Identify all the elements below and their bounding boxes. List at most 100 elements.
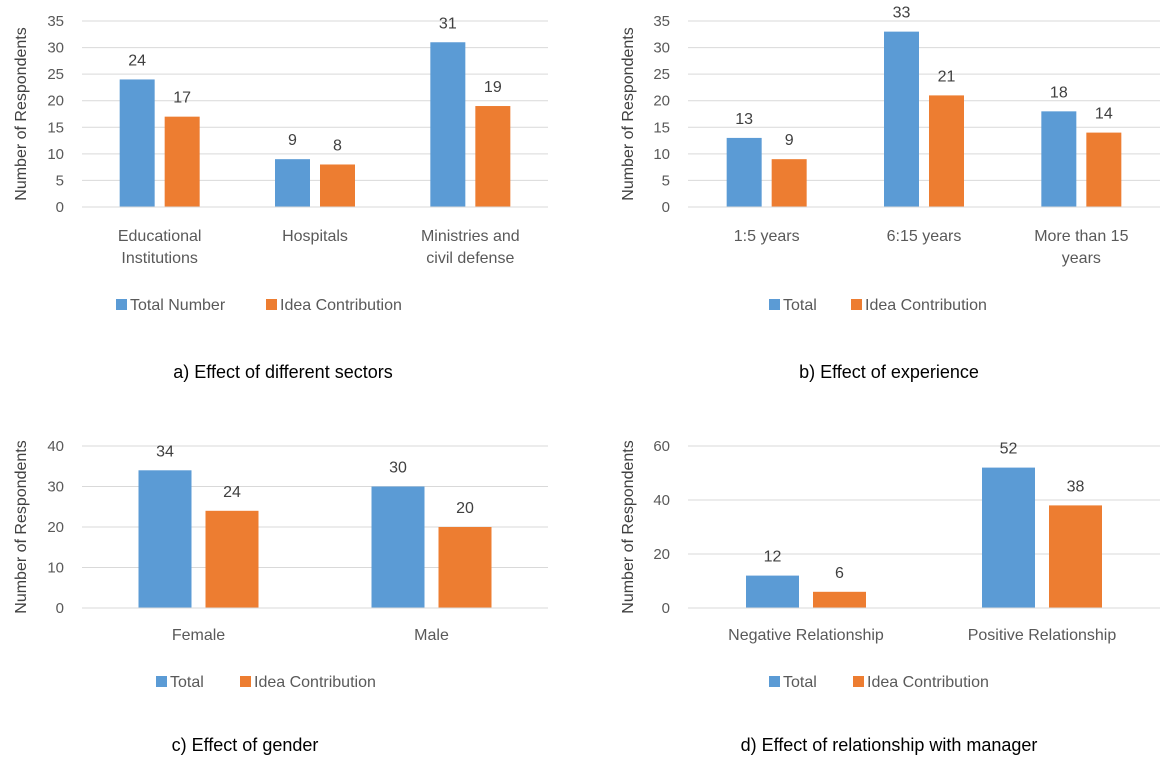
y-tick-label: 35: [653, 13, 670, 30]
y-tick-label: 0: [662, 600, 670, 617]
data-label: 21: [938, 68, 956, 85]
data-label: 31: [439, 15, 457, 32]
data-label: 24: [223, 484, 241, 501]
legend-label: Idea Contribution: [280, 297, 402, 314]
legend-label: Total: [783, 297, 817, 314]
bar-idea-contribution: [929, 95, 964, 207]
x-category-label: Male: [414, 627, 449, 644]
data-label: 14: [1095, 106, 1113, 123]
data-label: 30: [389, 460, 407, 477]
bar-total: [119, 79, 155, 207]
chart-caption: a) Effect of different sectors: [173, 362, 392, 382]
data-label: 18: [1050, 84, 1068, 101]
y-tick-label: 25: [653, 66, 670, 83]
bar-idea-contribution: [1049, 505, 1102, 608]
data-label: 19: [484, 79, 502, 96]
legend-swatch-idea-contribution: [853, 676, 864, 687]
bar-idea-contribution: [205, 510, 259, 608]
data-label: 8: [333, 137, 342, 154]
bar-total: [726, 137, 762, 207]
bar-total: [138, 470, 192, 608]
y-tick-label: 25: [47, 66, 64, 83]
x-category-label: Educational: [118, 228, 202, 245]
bar-total: [430, 42, 466, 207]
x-category-label: civil defense: [426, 250, 514, 267]
legend-swatch-total: [156, 676, 167, 687]
chart-panel-4: 0 20 40 60 Number of Respondents 12 6 Negative …: [620, 438, 1160, 755]
x-category-label: Ministries and: [421, 228, 520, 245]
y-tick-label: 5: [56, 172, 64, 189]
legend-label: Total: [170, 674, 204, 691]
y-tick-label: 20: [47, 93, 64, 110]
x-category-label: Hospitals: [282, 228, 348, 245]
data-label: 52: [1000, 441, 1018, 458]
legend-label: Total: [783, 674, 817, 691]
data-label: 24: [128, 52, 146, 69]
bar-idea-contribution: [475, 106, 511, 207]
y-tick-label: 60: [653, 438, 670, 455]
legend-label: Idea Contribution: [254, 674, 376, 691]
legend: Total Idea Contribution: [769, 674, 989, 691]
bar-total: [746, 575, 799, 608]
y-tick-label: 20: [653, 546, 670, 563]
x-category-label: Institutions: [121, 250, 197, 267]
legend: Total Idea Contribution: [156, 674, 376, 691]
y-axis-label: Number of Respondents: [13, 27, 30, 200]
bar-total: [884, 31, 919, 207]
y-tick-label: 15: [47, 119, 64, 136]
bar-idea-contribution: [438, 527, 492, 608]
bar-total: [1041, 111, 1077, 207]
chart-caption: c) Effect of gender: [172, 735, 319, 755]
chart-caption: b) Effect of experience: [799, 362, 979, 382]
legend-label: Idea Contribution: [867, 674, 989, 691]
legend-label: Total Number: [130, 297, 226, 314]
y-tick-label: 0: [56, 199, 64, 216]
legend: Total Idea Contribution: [769, 297, 987, 314]
data-label: 12: [764, 549, 782, 566]
chart-panel-2: 0 5 10 15 20 25 30 35 Number of Respondents 13 9 1:…: [620, 5, 1160, 382]
y-tick-label: 20: [653, 93, 670, 110]
bar-total: [275, 159, 310, 207]
bar-idea-contribution: [771, 159, 807, 207]
x-category-label: Positive Relationship: [968, 627, 1117, 644]
data-label: 33: [893, 5, 911, 22]
legend-swatch-total: [116, 299, 127, 310]
y-tick-label: 40: [47, 438, 64, 455]
bar-idea-contribution: [320, 164, 355, 207]
chart-panel-1: 0 5 10 15 20 25 30 35 Number of Respondents 24 17 E…: [13, 13, 548, 382]
legend-swatch-total: [769, 299, 780, 310]
legend-swatch-idea-contribution: [851, 299, 862, 310]
chart-caption: d) Effect of relationship with manager: [741, 735, 1038, 755]
data-label: 13: [735, 111, 753, 128]
y-tick-label: 35: [47, 13, 64, 30]
x-category-label: Female: [172, 627, 225, 644]
bar-idea-contribution: [813, 591, 866, 608]
y-tick-label: 10: [653, 146, 670, 163]
data-label: 17: [173, 90, 191, 107]
bar-idea-contribution: [1086, 132, 1122, 207]
y-axis-label: Number of Respondents: [620, 27, 637, 200]
y-tick-label: 10: [47, 146, 64, 163]
data-label: 38: [1067, 478, 1085, 495]
y-tick-label: 40: [653, 492, 670, 509]
x-category-label: More than 15: [1034, 228, 1128, 245]
y-tick-label: 0: [662, 199, 670, 216]
x-category-label: 6:15 years: [887, 228, 962, 245]
legend-swatch-total: [769, 676, 780, 687]
y-tick-label: 0: [56, 600, 64, 617]
bar-total: [982, 467, 1035, 608]
y-tick-label: 30: [653, 40, 670, 57]
data-label: 20: [456, 500, 474, 517]
data-label: 9: [288, 132, 297, 149]
x-category-label: years: [1062, 250, 1101, 267]
legend-swatch-idea-contribution: [240, 676, 251, 687]
data-label: 6: [835, 565, 844, 582]
y-tick-label: 15: [653, 119, 670, 136]
bar-idea-contribution: [164, 116, 200, 207]
y-tick-label: 20: [47, 519, 64, 536]
legend-label: Idea Contribution: [865, 297, 987, 314]
y-tick-label: 30: [47, 479, 64, 496]
x-category-label: 1:5 years: [734, 228, 800, 245]
y-axis-label: Number of Respondents: [620, 440, 637, 613]
